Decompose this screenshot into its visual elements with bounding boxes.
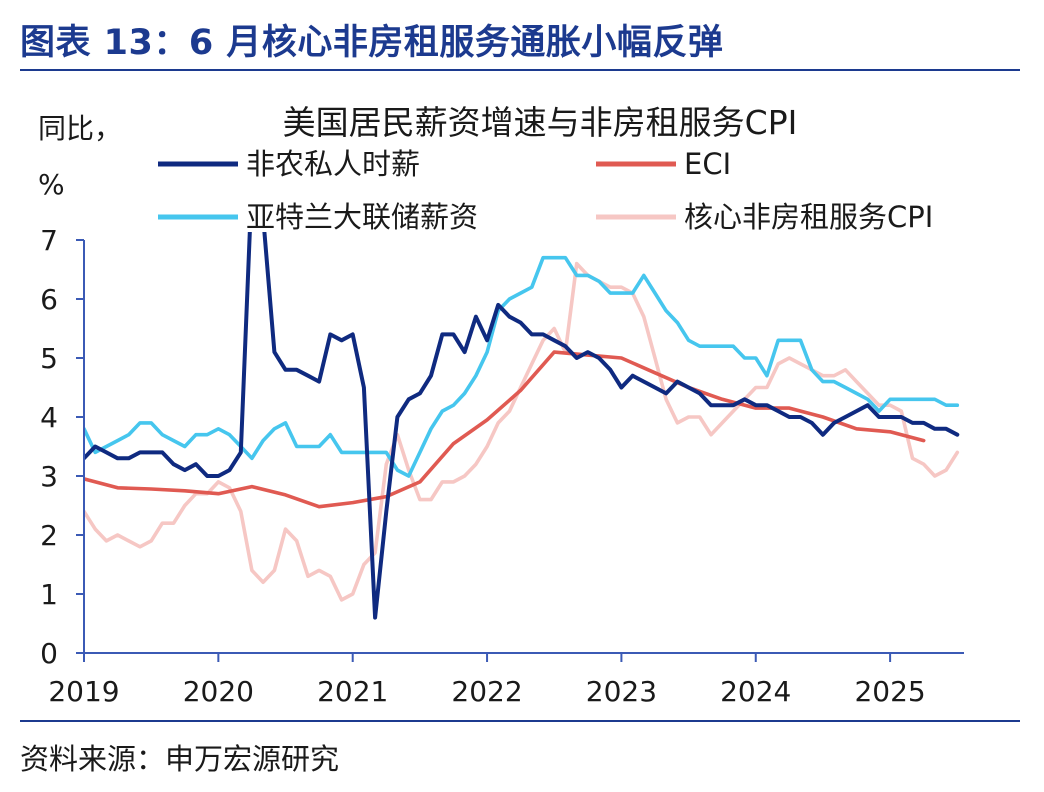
legend-label-eci: ECI	[684, 147, 731, 181]
y-tick-label: 7	[40, 224, 58, 257]
y-tick-label: 2	[40, 519, 58, 552]
y-axis-label-line-1: 同比，	[38, 112, 122, 145]
figure-title: 图表 13：6 月核心非房租服务通胀小幅反弹	[20, 23, 724, 63]
axes	[83, 240, 964, 654]
title-rule	[20, 69, 1020, 71]
x-tick-label: 2022	[451, 675, 522, 708]
y-ticks: 0 1 2 3 4 5 6 7	[40, 224, 84, 670]
x-tick-label: 2025	[854, 675, 925, 708]
x-tick-label: 2024	[720, 675, 791, 708]
y-tick-label: 5	[40, 342, 58, 375]
series-line-eci	[84, 350, 926, 509]
y-axis-label-line-2: %	[38, 168, 65, 201]
x-tick-label: 2021	[317, 675, 388, 708]
x-tick-label: 2019	[48, 675, 119, 708]
series-line-hourly-earnings	[84, 232, 960, 620]
source-rule	[20, 720, 1020, 722]
y-tick-label: 0	[40, 637, 58, 670]
y-tick-label: 3	[40, 460, 58, 493]
plot-area	[84, 232, 960, 620]
chart-title: 美国居民薪资增速与非房租服务CPI	[283, 103, 798, 142]
source-note: 资料来源：申万宏源研究	[20, 742, 340, 776]
x-tick-label: 2023	[586, 675, 657, 708]
legend-label-atlanta-fed-wage: 亚特兰大联储薪资	[246, 200, 478, 234]
legend-label-hourly-earnings: 非农私人时薪	[246, 147, 420, 181]
y-tick-label: 1	[40, 578, 58, 611]
y-tick-label: 4	[40, 401, 58, 434]
legend: 非农私人时薪 ECI 亚特兰大联储薪资 核心非房租服务CPI	[158, 147, 933, 234]
x-ticks: 2019 2020 2021 2022 2023 2024 2025	[48, 653, 926, 708]
x-tick-label: 2020	[183, 675, 254, 708]
y-tick-label: 6	[40, 283, 58, 316]
series-line-atlanta-fed-wage	[84, 255, 960, 478]
legend-label-core-services-cpi: 核心非房租服务CPI	[684, 200, 933, 234]
